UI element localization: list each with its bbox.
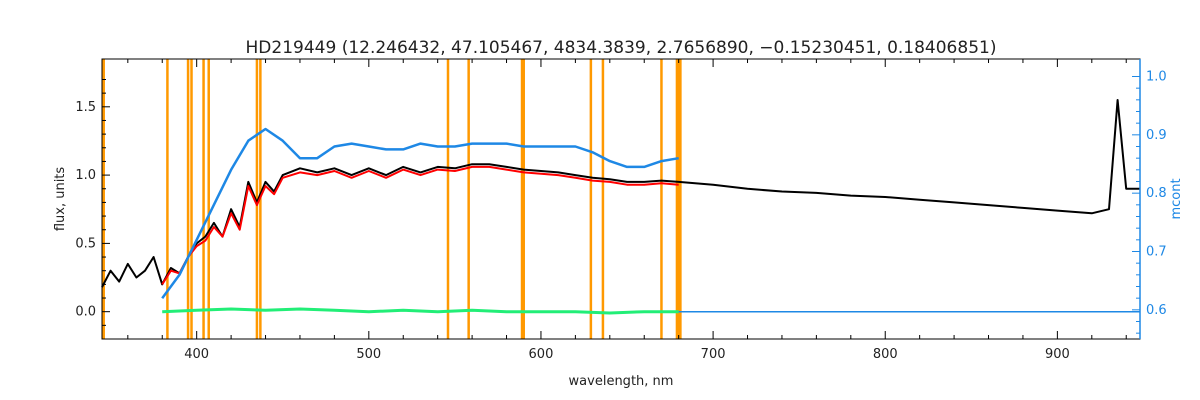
y-tick-label: 1.5 (75, 100, 96, 115)
mask-lines (102, 59, 682, 339)
y-tick-label: 0.0 (75, 305, 96, 320)
residual-line (162, 307, 679, 315)
x-tick-label: 500 (356, 347, 381, 362)
model-spectrum-line (161, 165, 679, 285)
x-axis-label: wavelength, nm (569, 374, 674, 389)
y2-tick-label: 0.7 (1146, 245, 1167, 260)
y-axis-label: flux, units (53, 167, 68, 232)
y-tick-label: 1.0 (75, 168, 96, 183)
y2-tick-label: 1.0 (1146, 70, 1167, 85)
x-tick-label: 600 (529, 347, 554, 362)
chart-title: HD219449 (12.246432, 47.105467, 4834.383… (246, 38, 997, 58)
mcont-line (161, 127, 679, 299)
tick-group: 400 500 600 700 800 900 0.0 0.5 1.0 1.5 0.6 0.7 0.8 0… (75, 59, 1167, 362)
x-tick-label: 900 (1045, 347, 1070, 362)
x-tick-label: 800 (873, 347, 898, 362)
x-tick-label: 700 (701, 347, 726, 362)
y-tick-label: 0.5 (75, 236, 96, 251)
y2-axis-label: mcont (1169, 178, 1184, 219)
y2-tick-label: 0.6 (1146, 303, 1167, 318)
y2-tick-label: 0.8 (1146, 186, 1167, 201)
series-group (101, 99, 1140, 315)
x-tick-label: 400 (184, 347, 209, 362)
y2-tick-label: 0.9 (1146, 128, 1167, 143)
